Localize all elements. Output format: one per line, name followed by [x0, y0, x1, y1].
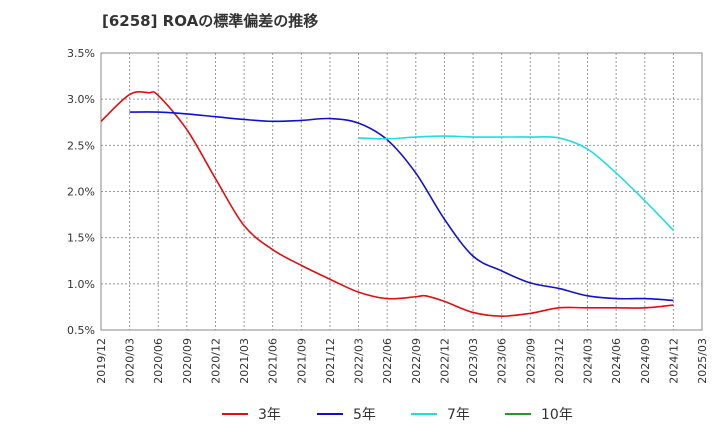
- x-tick-label: 2025/03: [696, 338, 709, 384]
- y-tick-label: 1.5%: [67, 232, 95, 245]
- legend-label: 10年: [541, 407, 573, 423]
- y-tick-label: 3.0%: [67, 93, 95, 106]
- x-tick-label: 2021/09: [295, 338, 308, 384]
- x-tick-label: 2020/06: [152, 338, 165, 384]
- x-tick-label: 2021/03: [238, 338, 251, 384]
- y-tick-label: 1.0%: [67, 278, 95, 291]
- series-line-3: [358, 135, 674, 231]
- series-line-1: [100, 90, 674, 317]
- x-tick-label: 2022/09: [410, 338, 423, 384]
- x-tick-label: 2020/09: [181, 338, 194, 384]
- y-tick-label: 2.0%: [67, 186, 95, 199]
- x-tick-label: 2022/12: [438, 338, 451, 384]
- x-tick-label: 2021/06: [267, 338, 280, 384]
- legend-item-2: 5年: [317, 402, 376, 426]
- y-tick-label: 2.5%: [67, 139, 95, 152]
- x-tick-label: 2023/09: [524, 338, 537, 384]
- legend-label: 5年: [353, 407, 376, 423]
- legend-swatch: [505, 413, 531, 415]
- legend-item-4: 10年: [505, 402, 573, 426]
- x-tick-label: 2022/03: [353, 338, 366, 384]
- x-tick-label: 2023/03: [467, 338, 480, 384]
- x-tick-label: 2022/06: [381, 338, 394, 384]
- x-tick-label: 2024/03: [582, 338, 595, 384]
- legend-item-3: 7年: [411, 402, 470, 426]
- x-tick-label: 2024/09: [639, 338, 652, 384]
- chart-title: [6258] ROAの標準偏差の推移: [102, 12, 319, 30]
- x-tick-label: 2023/06: [496, 338, 509, 384]
- x-tick-label: 2020/12: [209, 338, 222, 384]
- y-tick-label: 3.5%: [67, 47, 95, 60]
- x-tick-label: 2020/03: [124, 338, 137, 384]
- plot-frame: [100, 52, 703, 331]
- x-tick-label: 2019/12: [95, 338, 108, 384]
- x-tick-label: 2021/12: [324, 338, 337, 384]
- legend-swatch: [222, 413, 248, 415]
- x-tick-label: 2024/12: [667, 338, 680, 384]
- x-tick-label: 2024/06: [610, 338, 623, 384]
- legend-label: 7年: [447, 407, 470, 423]
- legend-item-1: 3年: [222, 402, 281, 426]
- legend-swatch: [411, 413, 437, 415]
- series-line-2: [129, 111, 674, 302]
- legend-label: 3年: [258, 407, 281, 423]
- legend-swatch: [317, 413, 343, 415]
- y-tick-label: 0.5%: [67, 324, 95, 337]
- chart-legend: 3年 5年 7年 10年: [0, 402, 720, 426]
- x-tick-label: 2023/12: [553, 338, 566, 384]
